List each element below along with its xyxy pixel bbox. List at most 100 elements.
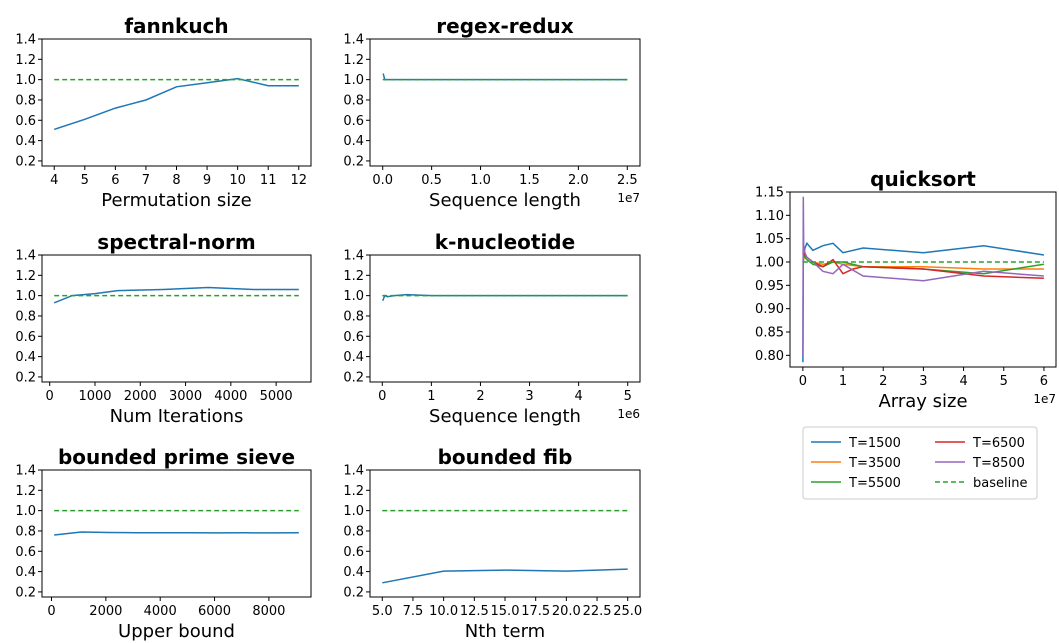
y-tick-label: 0.85 bbox=[755, 326, 784, 341]
axes-frame bbox=[41, 254, 312, 383]
x-tick-label: 0 bbox=[46, 389, 54, 404]
y-tick-label: 0.6 bbox=[15, 545, 36, 560]
x-tick-label: 4 bbox=[959, 374, 967, 389]
y-tick-label: 0.95 bbox=[755, 279, 784, 294]
y-tick-label: 0.4 bbox=[343, 350, 364, 365]
legend-label: T=6500 bbox=[972, 436, 1025, 451]
x-tick-label: 12.5 bbox=[460, 604, 489, 619]
x-axis-label: Permutation size bbox=[101, 190, 252, 211]
x-tick-label: 2 bbox=[879, 374, 887, 389]
y-tick-label: 1.15 bbox=[755, 186, 784, 201]
y-tick-label: 1.0 bbox=[343, 73, 364, 88]
y-tick-label: 0.4 bbox=[15, 350, 36, 365]
y-tick-label: 0.8 bbox=[15, 524, 36, 539]
x-tick-label: 0 bbox=[378, 389, 386, 404]
y-tick-label: 0.4 bbox=[343, 565, 364, 580]
series-line-0 bbox=[382, 73, 628, 81]
axes-frame bbox=[369, 38, 641, 167]
x-tick-label: 10.0 bbox=[429, 604, 458, 619]
x-axis-label: Sequence length bbox=[429, 190, 581, 211]
x-tick-label: 5.0 bbox=[372, 604, 393, 619]
x-tick-label: 1.5 bbox=[519, 173, 540, 188]
y-tick-label: 1.05 bbox=[755, 232, 784, 247]
x-tick-label: 8000 bbox=[252, 604, 285, 619]
y-tick-label: 1.2 bbox=[343, 269, 364, 284]
x-tick-label: 1000 bbox=[78, 389, 111, 404]
plot-area bbox=[382, 293, 628, 301]
y-tick-label: 1.2 bbox=[343, 53, 364, 68]
y-tick-label: 1.4 bbox=[15, 464, 36, 479]
x-tick-label: 4 bbox=[574, 389, 582, 404]
legend-box bbox=[802, 426, 1038, 500]
y-tick-label: 0.2 bbox=[343, 370, 364, 385]
x-axis-label: Array size bbox=[878, 391, 967, 412]
axes-frame bbox=[41, 38, 312, 167]
x-tick-label: 0 bbox=[47, 604, 55, 619]
series-line-0 bbox=[802, 241, 1045, 363]
plot-area bbox=[382, 509, 628, 584]
series-line-0 bbox=[53, 77, 299, 131]
y-tick-label: 1.2 bbox=[15, 53, 36, 68]
y-tick-label: 0.4 bbox=[15, 134, 36, 149]
y-tick-label: 0.90 bbox=[755, 302, 784, 317]
y-tick-label: 1.2 bbox=[343, 484, 364, 499]
x-tick-label: 1 bbox=[427, 389, 435, 404]
subplot-4: bounded prime sieve 0.2 0.4 0.6 0.8 1.0 1.2 1.4… bbox=[15, 445, 312, 642]
y-tick-label: 1.4 bbox=[343, 249, 364, 264]
y-tick-label: 1.4 bbox=[15, 249, 36, 264]
series-line-0 bbox=[382, 568, 628, 584]
series-line-2 bbox=[802, 252, 1045, 275]
x-tick-label: 1.0 bbox=[470, 173, 491, 188]
y-tick-label: 0.8 bbox=[15, 309, 36, 324]
x-axis-label: Nth term bbox=[465, 621, 545, 642]
y-tick-label: 0.6 bbox=[343, 330, 364, 345]
y-tick-label: 1.0 bbox=[15, 289, 36, 304]
x-tick-label: 15.0 bbox=[491, 604, 520, 619]
y-tick-label: 1.4 bbox=[343, 464, 364, 479]
legend-label: baseline bbox=[973, 476, 1027, 491]
y-tick-label: 1.2 bbox=[15, 269, 36, 284]
subplot-title: bounded fib bbox=[438, 445, 573, 469]
x-tick-label: 12 bbox=[290, 173, 307, 188]
axes-frame bbox=[41, 469, 312, 598]
x-tick-label: 4 bbox=[50, 173, 58, 188]
subplot-2: spectral-norm 0.2 0.4 0.6 0.8 1.0 1.2 1.4 0 1000 2… bbox=[15, 230, 312, 427]
x-tick-label: 3000 bbox=[169, 389, 202, 404]
x-tick-label: 20.0 bbox=[552, 604, 581, 619]
plot-area bbox=[382, 73, 628, 81]
axes-frame bbox=[369, 254, 641, 383]
x-tick-label: 1 bbox=[839, 374, 847, 389]
x-tick-label: 3 bbox=[525, 389, 533, 404]
subplot-0: fannkuch 0.2 0.4 0.6 0.8 1.0 1.2 1.4 4 5 6 7 8 9 10 11 1… bbox=[15, 14, 312, 211]
legend-label: T=1500 bbox=[848, 436, 901, 451]
x-tick-label: 6 bbox=[1040, 374, 1048, 389]
y-tick-label: 0.8 bbox=[343, 93, 364, 108]
subplot-title: quicksort bbox=[870, 167, 976, 191]
x-tick-label: 10 bbox=[229, 173, 246, 188]
y-tick-label: 0.8 bbox=[343, 524, 364, 539]
subplot-title: spectral-norm bbox=[97, 230, 255, 254]
series-line-0 bbox=[53, 286, 299, 304]
subplot-3: k-nucleotide 0.2 0.4 0.6 0.8 1.0 1.2 1.4 0 1 2 3 4 5 S… bbox=[343, 230, 641, 427]
y-tick-label: 0.2 bbox=[15, 370, 36, 385]
subplot-6: quicksort 0.80 0.85 0.90 0.95 1.00 1.05 1.10 1.1… bbox=[755, 167, 1057, 500]
subplot-1: regex-redux 0.2 0.4 0.6 0.8 1.0 1.2 1.4 0.0 0.5 1.… bbox=[343, 14, 641, 211]
x-offset-label: 1e7 bbox=[617, 191, 640, 205]
legend-label: T=5500 bbox=[848, 476, 901, 491]
y-tick-label: 0.2 bbox=[15, 154, 36, 169]
x-tick-label: 7 bbox=[142, 173, 150, 188]
x-tick-label: 0.0 bbox=[372, 173, 393, 188]
y-tick-label: 0.4 bbox=[15, 565, 36, 580]
x-tick-label: 2.5 bbox=[617, 173, 638, 188]
x-tick-label: 2000 bbox=[89, 604, 122, 619]
x-tick-label: 5 bbox=[81, 173, 89, 188]
x-tick-label: 4000 bbox=[214, 389, 247, 404]
plot-area bbox=[53, 286, 299, 304]
y-tick-label: 1.4 bbox=[343, 33, 364, 48]
x-tick-label: 6 bbox=[111, 173, 119, 188]
y-tick-label: 0.2 bbox=[15, 585, 36, 600]
x-tick-label: 8 bbox=[172, 173, 180, 188]
series-line-3 bbox=[802, 252, 1044, 280]
x-tick-label: 6000 bbox=[198, 604, 231, 619]
y-tick-label: 1.4 bbox=[15, 33, 36, 48]
